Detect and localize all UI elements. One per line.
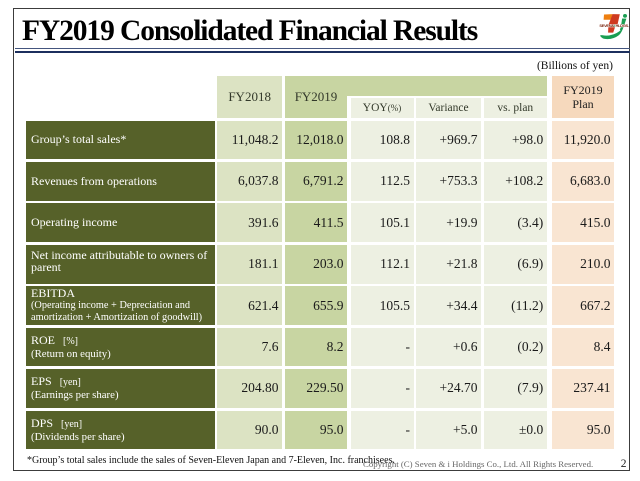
svg-text:SEVEN&i HLDGS.: SEVEN&i HLDGS. bbox=[599, 23, 629, 28]
